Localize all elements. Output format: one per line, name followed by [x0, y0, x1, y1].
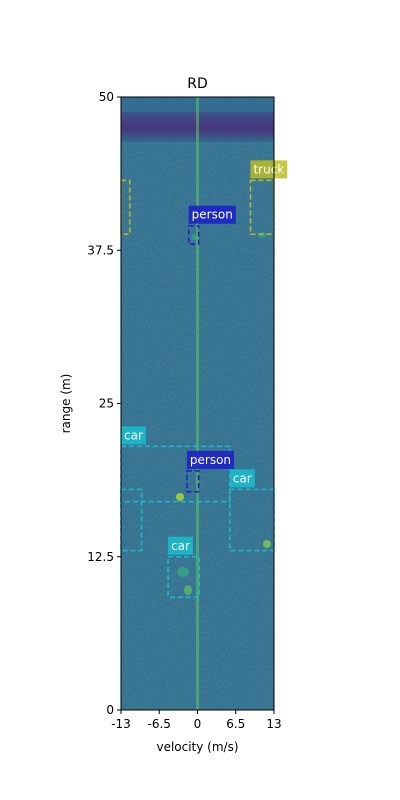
detection-label: car [233, 471, 252, 485]
detection-label: person [190, 453, 231, 467]
x-tick-label: 0 [194, 717, 202, 731]
detection-label: truck [253, 162, 284, 176]
detection-label-bg [188, 205, 236, 224]
x-axis: -13 -6.5 0 6.5 13 [111, 710, 282, 731]
detection-label-bg [186, 450, 235, 469]
y-tick-label: 25 [99, 397, 114, 411]
y-tick-label: 50 [99, 90, 114, 104]
detection-label: car [124, 428, 143, 442]
detection-label: car [171, 539, 190, 553]
y-tick-label: 0 [106, 703, 114, 717]
detection-label-bg [250, 160, 288, 179]
chart-title: RD [187, 76, 208, 92]
heatmap-area [121, 97, 274, 710]
x-axis-label: velocity (m/s) [156, 740, 238, 754]
detection-label-bg [168, 536, 193, 555]
y-tick-label: 37.5 [87, 243, 114, 257]
y-axis-label: range (m) [59, 374, 73, 434]
detection-label-bg [121, 426, 146, 445]
detection-box [120, 488, 143, 552]
y-axis: 0 12.5 25 37.5 50 [87, 90, 121, 717]
x-tick-label: 13 [266, 717, 281, 731]
detection-box [187, 224, 200, 245]
detection-box [167, 556, 201, 598]
y-tick-label: 12.5 [87, 550, 114, 564]
x-tick-label: -6.5 [148, 717, 171, 731]
detection-label: person [192, 208, 233, 222]
x-tick-label: -13 [111, 717, 131, 731]
detection-label-bg [229, 469, 255, 488]
x-tick-label: 6.5 [226, 717, 245, 731]
